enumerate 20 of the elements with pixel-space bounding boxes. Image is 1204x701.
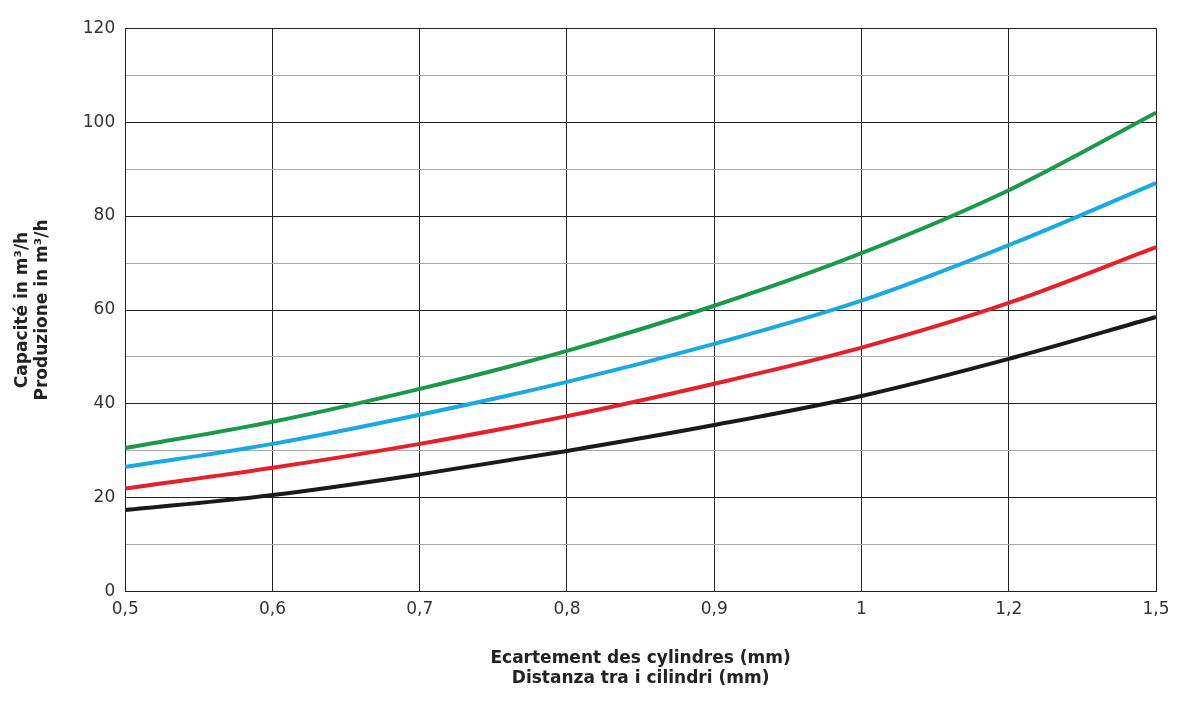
- line-series: [123, 110, 1158, 451]
- x-tick-label: 1: [856, 598, 867, 619]
- y-axis-title: Capacité in m³/h Produzione in m³/h: [10, 219, 52, 401]
- line-series: [123, 245, 1158, 491]
- x-axis-title: Ecartement des cylindres (mm) Distanza tra i cilindri (mm): [490, 646, 791, 688]
- line-series: [123, 181, 1158, 469]
- x-tick-label: 0,6: [258, 598, 287, 619]
- x-tick-label: 0,9: [700, 598, 728, 619]
- y-tick-label: 100: [82, 110, 116, 131]
- y-tick-label: 80: [93, 204, 116, 225]
- y-tick-label: 0: [104, 580, 116, 601]
- x-tick-label: 0,5: [111, 598, 139, 619]
- y-tick-label: 40: [93, 392, 116, 413]
- x-tick-label: 0,7: [406, 598, 434, 619]
- x-tick-label: 1,2: [995, 598, 1023, 619]
- x-tick-label: 1,5: [1142, 598, 1170, 619]
- y-tick-label: 60: [93, 298, 116, 319]
- y-tick-label: 120: [82, 16, 116, 37]
- y-tick-label: 20: [93, 486, 116, 507]
- x-tick-label: 0,8: [553, 598, 581, 619]
